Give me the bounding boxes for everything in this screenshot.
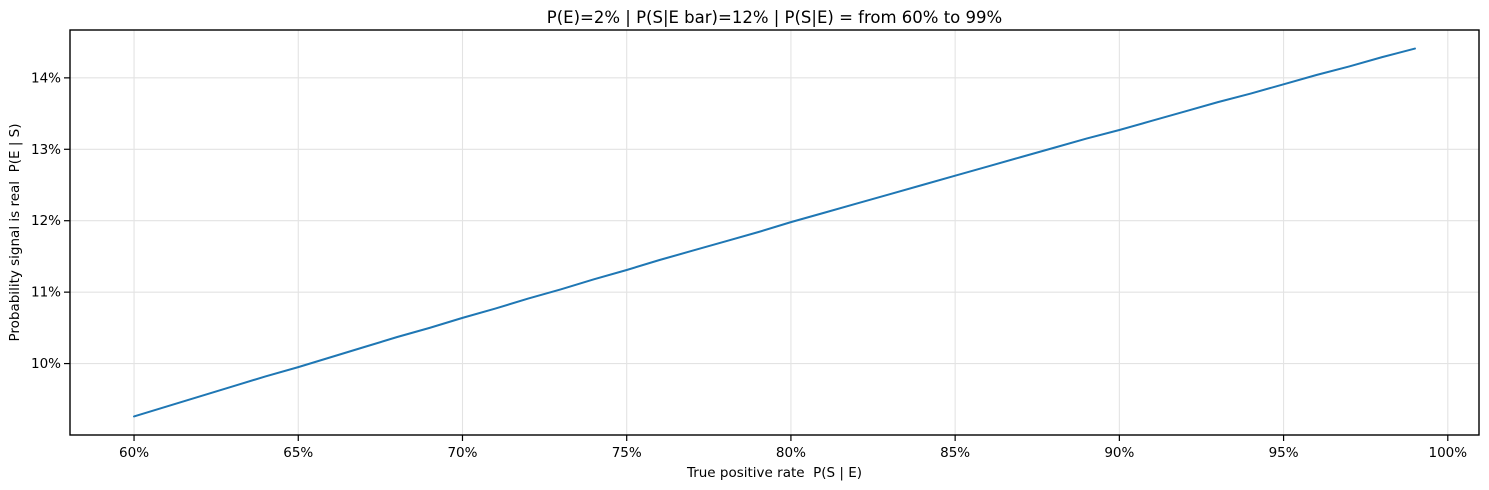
grid-layer xyxy=(70,30,1479,435)
x-tick-label-85: 85% xyxy=(940,445,970,461)
x-tick-label-80: 80% xyxy=(776,445,806,461)
tick-layer: 60% 65% 70% 75% 80% 85% 90% 95% 100% 10% 11% 12% 13%… xyxy=(31,70,1467,461)
x-tick-label-95: 95% xyxy=(1269,445,1299,461)
x-tick-label-60: 60% xyxy=(119,445,149,461)
plot-border xyxy=(69,29,1480,436)
x-tick-label-90: 90% xyxy=(1104,445,1134,461)
x-tick-label-75: 75% xyxy=(612,445,642,461)
y-tick-label-11: 11% xyxy=(31,285,61,301)
y-tick-label-12: 12% xyxy=(31,213,61,229)
x-tick-label-65: 65% xyxy=(283,445,313,461)
y-tick-label-13: 13% xyxy=(31,142,61,158)
y-tick-label-14: 14% xyxy=(31,70,61,86)
series-layer xyxy=(133,47,1416,418)
x-tick-label-100: 100% xyxy=(1428,445,1467,461)
y-axis-label: Probability signal is real P(E | S) xyxy=(7,123,23,341)
x-tick-label-70: 70% xyxy=(447,445,477,461)
x-axis-label: True positive rate P(S | E) xyxy=(686,465,862,481)
y-tick-label-10: 10% xyxy=(31,356,61,372)
probability-line xyxy=(133,47,1416,418)
chart-title: P(E)=2% | P(S|E bar)=12% | P(S|E) = from… xyxy=(547,8,1002,27)
